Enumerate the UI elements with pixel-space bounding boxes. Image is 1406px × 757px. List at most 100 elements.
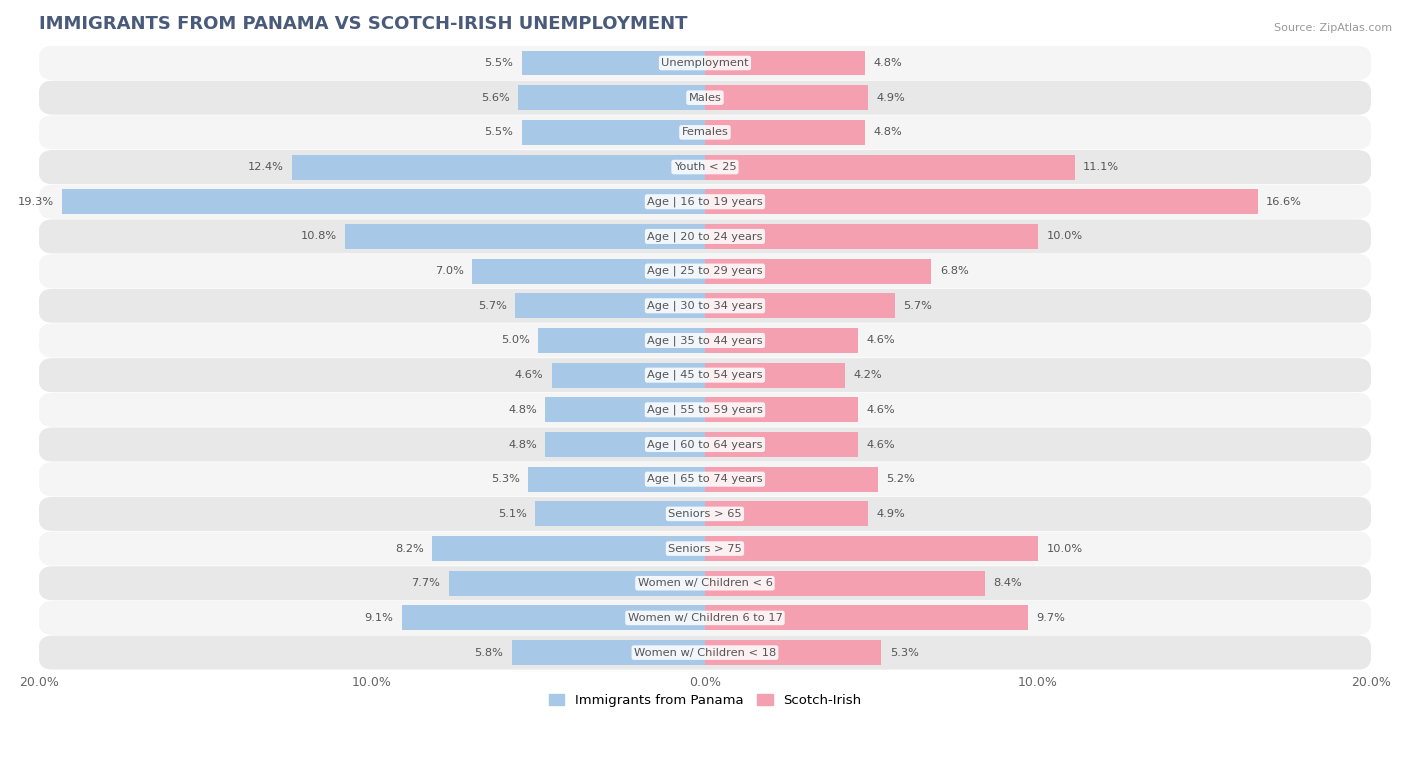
Bar xyxy=(704,606,1028,631)
FancyBboxPatch shape xyxy=(38,636,1371,670)
FancyBboxPatch shape xyxy=(38,463,1371,496)
Text: 8.2%: 8.2% xyxy=(395,544,423,553)
Text: 11.1%: 11.1% xyxy=(1083,162,1119,172)
Text: Women w/ Children < 18: Women w/ Children < 18 xyxy=(634,647,776,658)
Bar xyxy=(472,259,704,284)
Text: 4.9%: 4.9% xyxy=(876,92,905,103)
Bar xyxy=(704,397,858,422)
Text: 10.0%: 10.0% xyxy=(1046,544,1083,553)
Bar xyxy=(449,571,704,596)
Text: Age | 25 to 29 years: Age | 25 to 29 years xyxy=(647,266,763,276)
Text: 4.8%: 4.8% xyxy=(873,127,901,137)
Text: 4.6%: 4.6% xyxy=(866,440,896,450)
Text: Women w/ Children < 6: Women w/ Children < 6 xyxy=(637,578,772,588)
Bar xyxy=(522,51,704,76)
Text: 9.1%: 9.1% xyxy=(364,613,394,623)
FancyBboxPatch shape xyxy=(38,531,1371,565)
Bar xyxy=(292,154,704,179)
Text: 5.0%: 5.0% xyxy=(501,335,530,345)
Text: Age | 30 to 34 years: Age | 30 to 34 years xyxy=(647,301,763,311)
Text: Males: Males xyxy=(689,92,721,103)
Text: Seniors > 65: Seniors > 65 xyxy=(668,509,742,519)
Bar xyxy=(536,501,704,526)
Text: 5.5%: 5.5% xyxy=(485,127,513,137)
Text: Age | 65 to 74 years: Age | 65 to 74 years xyxy=(647,474,763,484)
FancyBboxPatch shape xyxy=(38,220,1371,254)
Bar xyxy=(704,154,1074,179)
Bar xyxy=(704,536,1038,561)
Text: 4.6%: 4.6% xyxy=(866,405,896,415)
Text: 12.4%: 12.4% xyxy=(247,162,284,172)
Text: Unemployment: Unemployment xyxy=(661,58,749,68)
Text: 9.7%: 9.7% xyxy=(1036,613,1066,623)
FancyBboxPatch shape xyxy=(38,323,1371,357)
Bar xyxy=(515,293,704,318)
FancyBboxPatch shape xyxy=(38,150,1371,184)
Text: Source: ZipAtlas.com: Source: ZipAtlas.com xyxy=(1274,23,1392,33)
FancyBboxPatch shape xyxy=(38,497,1371,531)
Text: 8.4%: 8.4% xyxy=(993,578,1022,588)
FancyBboxPatch shape xyxy=(38,185,1371,219)
Text: Youth < 25: Youth < 25 xyxy=(673,162,737,172)
Text: 10.0%: 10.0% xyxy=(1046,232,1083,241)
FancyBboxPatch shape xyxy=(38,81,1371,114)
FancyBboxPatch shape xyxy=(38,428,1371,462)
FancyBboxPatch shape xyxy=(38,393,1371,427)
Text: 4.8%: 4.8% xyxy=(873,58,901,68)
Text: 5.3%: 5.3% xyxy=(890,647,918,658)
Bar xyxy=(346,224,704,249)
Bar xyxy=(546,397,704,422)
Text: 5.3%: 5.3% xyxy=(491,474,520,484)
Text: 5.7%: 5.7% xyxy=(478,301,506,311)
Bar xyxy=(704,224,1038,249)
Text: Age | 60 to 64 years: Age | 60 to 64 years xyxy=(647,439,762,450)
Bar xyxy=(546,432,704,457)
Text: 7.0%: 7.0% xyxy=(434,266,464,276)
Text: 10.8%: 10.8% xyxy=(301,232,337,241)
Text: Seniors > 75: Seniors > 75 xyxy=(668,544,742,553)
Bar xyxy=(704,86,868,111)
FancyBboxPatch shape xyxy=(38,601,1371,635)
Bar xyxy=(538,328,704,353)
Text: Age | 16 to 19 years: Age | 16 to 19 years xyxy=(647,197,763,207)
Text: Age | 45 to 54 years: Age | 45 to 54 years xyxy=(647,370,763,381)
Text: 5.6%: 5.6% xyxy=(481,92,510,103)
Bar xyxy=(519,86,704,111)
FancyBboxPatch shape xyxy=(38,254,1371,288)
Text: 5.2%: 5.2% xyxy=(886,474,915,484)
Bar xyxy=(529,467,704,492)
Text: 4.6%: 4.6% xyxy=(866,335,896,345)
Bar xyxy=(522,120,704,145)
Bar xyxy=(704,293,894,318)
Text: 4.2%: 4.2% xyxy=(853,370,882,380)
Bar xyxy=(432,536,704,561)
Bar xyxy=(704,640,882,665)
Text: Females: Females xyxy=(682,127,728,137)
Text: Age | 20 to 24 years: Age | 20 to 24 years xyxy=(647,231,762,241)
FancyBboxPatch shape xyxy=(38,288,1371,322)
Bar xyxy=(704,328,858,353)
Bar xyxy=(704,120,865,145)
FancyBboxPatch shape xyxy=(38,358,1371,392)
Text: 16.6%: 16.6% xyxy=(1267,197,1302,207)
Bar xyxy=(704,259,931,284)
Text: Age | 55 to 59 years: Age | 55 to 59 years xyxy=(647,404,763,415)
Text: Women w/ Children 6 to 17: Women w/ Children 6 to 17 xyxy=(627,613,782,623)
Bar xyxy=(704,189,1258,214)
Bar xyxy=(551,363,704,388)
Text: Age | 35 to 44 years: Age | 35 to 44 years xyxy=(647,335,763,346)
Text: 5.7%: 5.7% xyxy=(903,301,932,311)
Bar xyxy=(704,467,879,492)
Text: 4.6%: 4.6% xyxy=(515,370,544,380)
Text: 4.9%: 4.9% xyxy=(876,509,905,519)
Bar xyxy=(704,501,868,526)
FancyBboxPatch shape xyxy=(38,115,1371,149)
Text: 19.3%: 19.3% xyxy=(18,197,53,207)
Text: 5.5%: 5.5% xyxy=(485,58,513,68)
Bar xyxy=(402,606,704,631)
Bar xyxy=(704,432,858,457)
Text: 7.7%: 7.7% xyxy=(412,578,440,588)
Text: 4.8%: 4.8% xyxy=(508,405,537,415)
Text: 5.1%: 5.1% xyxy=(498,509,527,519)
Legend: Immigrants from Panama, Scotch-Irish: Immigrants from Panama, Scotch-Irish xyxy=(548,694,862,707)
